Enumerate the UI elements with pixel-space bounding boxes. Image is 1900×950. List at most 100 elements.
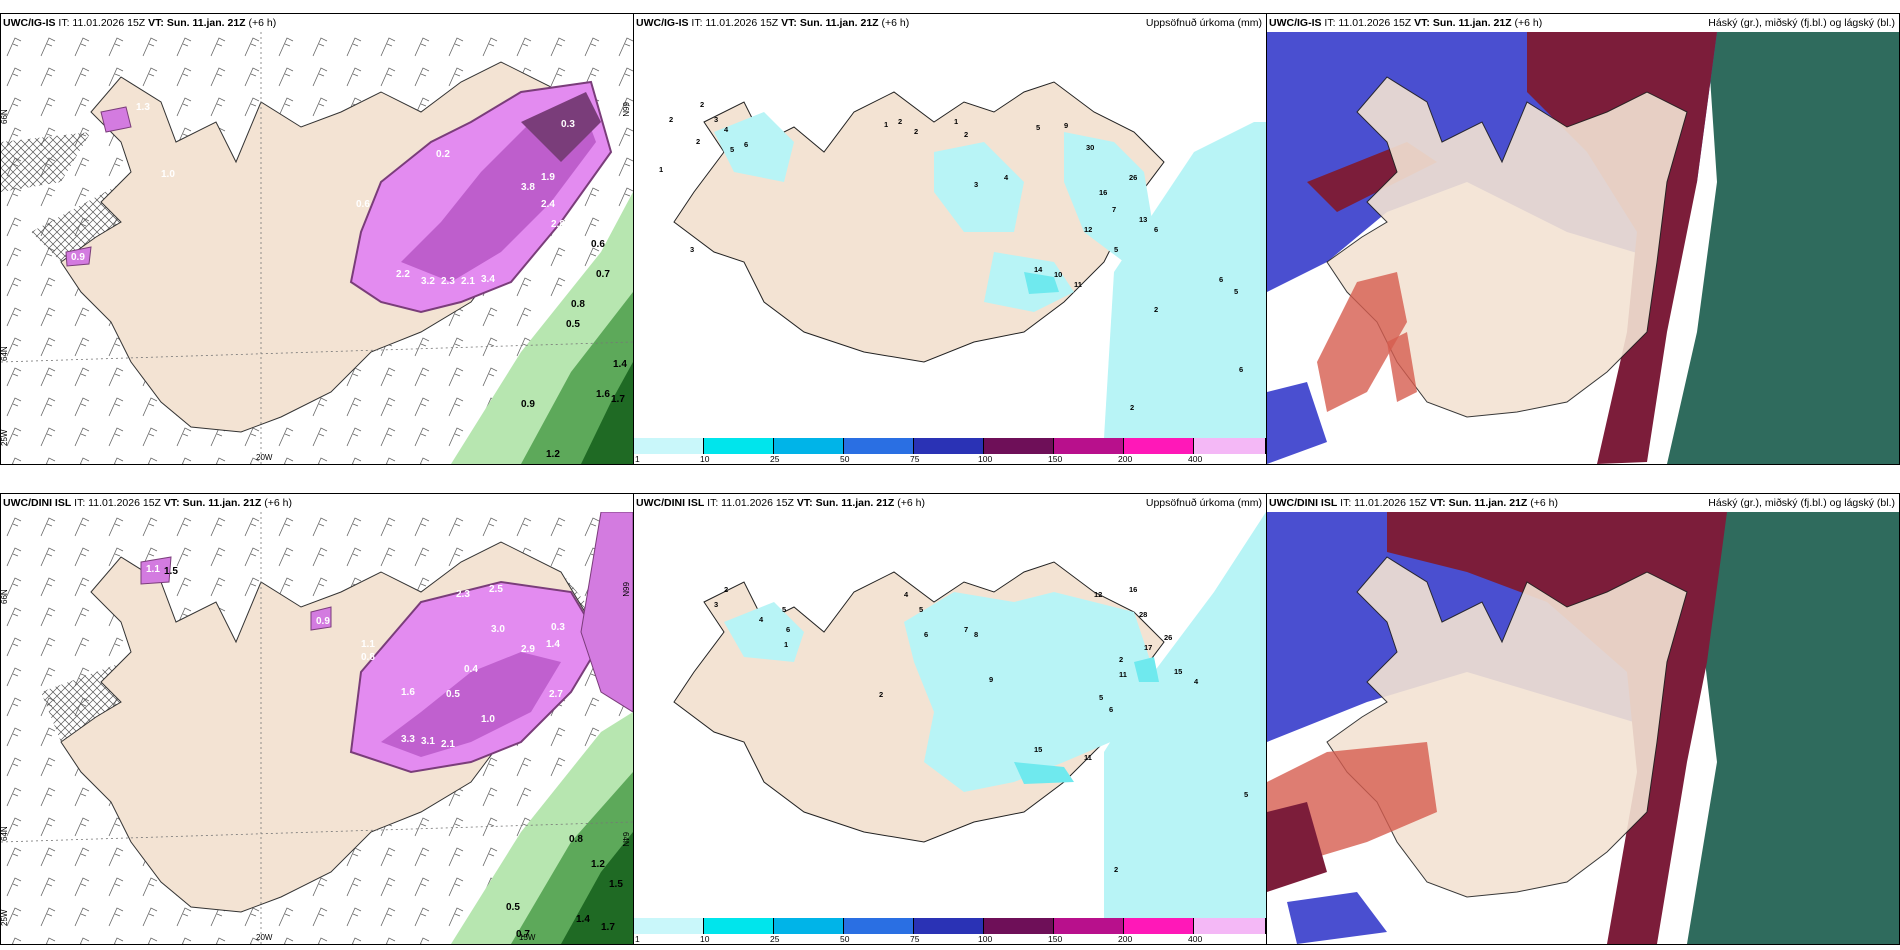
precip-value: 5: [1036, 123, 1040, 132]
panel-title: UWC/DINI ISL IT: 11.01.2026 15Z VT: Sun.…: [1269, 497, 1558, 509]
accumulated-precip-map-row2: UWC/DINI ISL IT: 11.01.2026 15Z VT: Sun.…: [633, 493, 1267, 945]
precip-value: 30: [1086, 143, 1094, 152]
green-precip-dark: [561, 832, 633, 944]
colorbar-tick: 75: [910, 454, 920, 464]
precip-value: 6: [1109, 705, 1113, 714]
precip-value: 3.2: [421, 276, 435, 287]
precip-value: 28: [1139, 610, 1147, 619]
precip-value: 2.4: [541, 199, 555, 210]
precip-value: 11: [1119, 670, 1127, 679]
precip-value: 0.9: [521, 399, 535, 410]
precip-value: 11: [1074, 280, 1082, 289]
lat-label: 66N: [1, 109, 9, 124]
lon-label: 20W: [256, 933, 273, 942]
colorbar-tick: 50: [840, 934, 850, 944]
wind-map-canvas: 66N 64N 25W 20W 66N 1.3 0.3 1.0 0.6 0.9 …: [1, 32, 633, 464]
precip-value: 1.5: [164, 566, 178, 577]
precip-value: 1.7: [601, 922, 615, 933]
colorbar-swatch: [1054, 438, 1124, 454]
precip-value: 5: [782, 605, 786, 614]
precip-value: 0.3: [561, 119, 575, 130]
panel-subtitle: Uppsöfnuð úrkoma (mm): [1145, 497, 1262, 509]
precip-value: 5: [1244, 790, 1248, 799]
colorbar-tick: 200: [1118, 934, 1133, 944]
precip-value: 2: [898, 117, 902, 126]
mid-cloud-area: [1287, 892, 1387, 944]
precip-value: 1.6: [401, 687, 415, 698]
panel-subtitle: Uppsöfnuð úrkoma (mm): [1145, 17, 1262, 29]
purple-precip-core: [381, 652, 561, 757]
panel-title: UWC/DINI ISL IT: 11.01.2026 15Z VT: Sun.…: [3, 497, 292, 509]
purple-small-west: [65, 246, 92, 267]
low-cloud-area: [1667, 32, 1899, 464]
precip-value: 2: [669, 115, 673, 124]
colorbar-tick: 200: [1118, 454, 1133, 464]
colorbar-tick: 10: [700, 454, 710, 464]
precip-value: 0.8: [571, 299, 585, 310]
precip-value: 2: [696, 137, 700, 146]
lon-label: 25W: [1, 429, 9, 446]
precip-value: 3.0: [491, 624, 505, 635]
hatch-area: [1, 132, 91, 192]
colorbar-swatch: [1124, 438, 1194, 454]
lat-label: 64N: [1, 826, 9, 841]
precip-map-canvas: 2 3 4 5 6 1 2 3 2 1 2 2 1 2 3 4 5 9 30 2…: [659, 81, 1266, 438]
colorbar-tick: 150: [1048, 934, 1063, 944]
lat-label-right: 66N: [621, 582, 630, 597]
colorbar-swatch: [844, 918, 914, 934]
precip-value: 0.6: [356, 199, 370, 210]
precip-value: 0.8: [569, 834, 583, 845]
precip-value: 1.0: [481, 714, 495, 725]
precip-value: 0.9: [316, 616, 330, 627]
precip-value: 3.1: [421, 736, 435, 747]
precip-value: 1.9: [541, 172, 555, 183]
precip-value: 5: [730, 145, 734, 154]
colorbar-tick: 10: [700, 934, 710, 944]
colorbar-tick: 25: [770, 934, 780, 944]
green-precip-dark: [581, 362, 633, 464]
panel-title: UWC/IG-IS IT: 11.01.2026 15Z VT: Sun. 11…: [1269, 17, 1543, 29]
mid-cloud-area: [1267, 382, 1327, 464]
precip-area-mid: [1024, 272, 1059, 294]
colorbar-tick: 100: [978, 454, 993, 464]
panel-subtitle: Háský (gr.), miðský (fj.bl.) og lágský (…: [1708, 17, 1895, 29]
precip-value: 6: [1239, 365, 1243, 374]
precip-map-canvas: 2 3 4 5 6 1 4 5 6 7 8 12 16 28 26 17 15 …: [673, 512, 1266, 918]
precip-value: 13: [1139, 215, 1147, 224]
precip-value: 7: [964, 625, 968, 634]
precip-value: 2.1: [441, 739, 455, 750]
precip-value: 5: [1099, 693, 1103, 702]
colorbar-tick: 50: [840, 454, 850, 464]
lat-label-right: 66N: [621, 102, 630, 117]
purple-small-west: [310, 606, 332, 631]
precip-value: 1: [784, 640, 788, 649]
wind-precip-map-row2: UWC/DINI ISL IT: 11.01.2026 15Z VT: Sun.…: [0, 493, 634, 945]
precip-value: 1.4: [576, 914, 590, 925]
precip-value: 2: [964, 130, 968, 139]
precip-value: 0.7: [516, 929, 530, 940]
panel-title: UWC/DINI ISL IT: 11.01.2026 15Z VT: Sun.…: [636, 497, 925, 509]
colorbar-swatch: [914, 438, 984, 454]
precip-value: 1.2: [591, 859, 605, 870]
precip-area-mid: [1134, 657, 1159, 682]
precip-value: 4: [759, 615, 764, 624]
precip-value: 2: [914, 127, 918, 136]
colorbar-swatch: [1124, 918, 1194, 934]
precip-value: 3: [714, 115, 718, 124]
wind-precip-map-row1: UWC/IG-IS IT: 11.01.2026 15Z VT: Sun. 11…: [0, 13, 634, 465]
precip-value: 14: [1034, 265, 1043, 274]
precip-value: 0.5: [446, 689, 460, 700]
colorbar-swatch: [844, 438, 914, 454]
precip-value: 1: [659, 165, 663, 174]
precip-value: 5: [1234, 287, 1238, 296]
precip-value: 5: [1114, 245, 1118, 254]
colorbar-tick: 100: [978, 934, 993, 944]
precip-value: 7: [1112, 205, 1116, 214]
precip-value: 0.5: [566, 319, 580, 330]
precip-value: 2.7: [549, 689, 563, 700]
colorbar: 1 10 25 50 75 100 150 200 400: [634, 918, 1266, 944]
precip-value: 2.3: [456, 589, 470, 600]
precip-value: 8: [974, 630, 978, 639]
lat-label-right: 64N: [621, 832, 630, 847]
iceland-land: [1326, 76, 1688, 418]
